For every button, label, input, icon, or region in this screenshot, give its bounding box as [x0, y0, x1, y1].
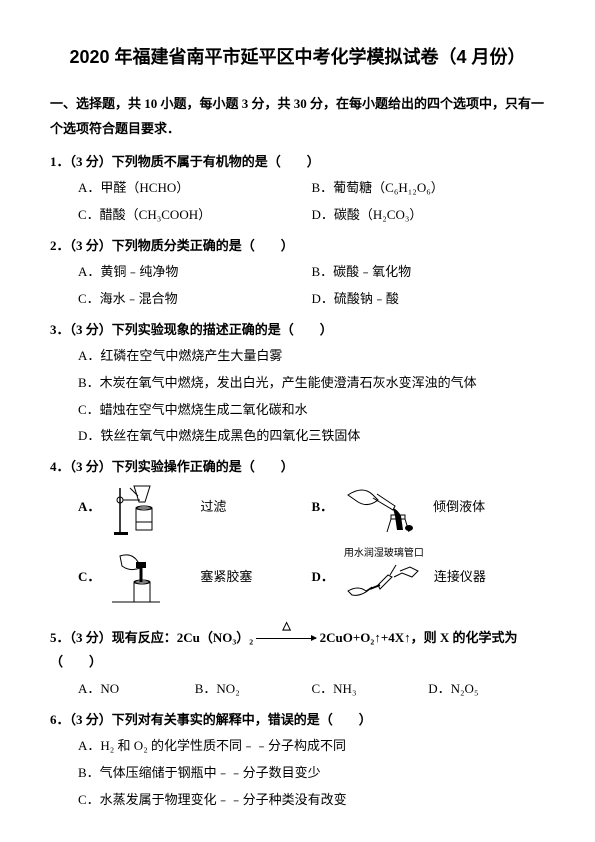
q5-opt-b: B．NO₂ — [195, 677, 312, 702]
q4-opt-a: A． 过滤 — [78, 480, 312, 536]
q4-c-label: 塞紧胶塞 — [200, 565, 252, 590]
pour-liquid-icon — [343, 480, 423, 536]
delta-icon: △ — [282, 616, 290, 637]
q4-opt-b: B． 倾倒液体 — [312, 480, 546, 536]
q4-opt-c: C． 塞紧胶塞 — [78, 544, 312, 612]
q3-opt-d: D．铁丝在氧气中燃烧生成黑色的四氧化三铁固体 — [78, 424, 545, 449]
q3-opt-b: B．木炭在氧气中燃烧，发出白光，产生能使澄清石灰水变浑浊的气体 — [78, 371, 545, 396]
q3-opt-a: A．红磷在空气中燃烧产生大量白雾 — [78, 344, 545, 369]
q4-stem: 4．（3 分）下列实验操作正确的是（ ） — [50, 455, 545, 480]
page-title: 2020 年福建省南平市延平区中考化学模拟试卷（4 月份） — [50, 40, 545, 74]
q5-opt-c: C．NH₃ — [312, 677, 429, 702]
q6-opt-c: C．水蒸发属于物理变化﹣﹣分子种类没有改变 — [78, 788, 545, 813]
question-5: 5．（3 分）现有反应：2Cu（NO₃）₂ △ 2CuO+O₂↑+4X↑，则 X… — [50, 626, 545, 702]
question-1: 1．（3 分）下列物质不属于有机物的是（ ） A．甲醛（HCHO） B．葡萄糖（… — [50, 150, 545, 228]
question-3: 3．（3 分）下列实验现象的描述正确的是（ ） A．红磷在空气中燃烧产生大量白雾… — [50, 318, 545, 449]
q1-opt-c: C．醋酸（CH₃COOH） — [78, 203, 312, 228]
q1-opt-d: D．碳酸（H₂CO₃） — [312, 203, 546, 228]
q2-stem: 2．（3 分）下列物质分类正确的是（ ） — [50, 234, 545, 259]
connect-tube-icon — [344, 563, 424, 603]
q2-opt-a: A．黄铜﹣纯净物 — [78, 260, 312, 285]
q4-a-label: 过滤 — [200, 495, 226, 520]
q5-opt-d: D．N₂O₅ — [428, 677, 545, 702]
q1-opt-b: B．葡萄糖（C₆H₁₂O₆） — [312, 176, 546, 201]
q3-opt-c: C．蜡烛在空气中燃烧生成二氧化碳和水 — [78, 398, 545, 423]
q5-stem-pre: 5．（3 分）现有反应：2Cu（NO₃）₂ — [50, 630, 253, 645]
q6-stem: 6．（3 分）下列对有关事实的解释中，错误的是（ ） — [50, 708, 545, 733]
q1-stem: 1．（3 分）下列物质不属于有机物的是（ ） — [50, 150, 545, 175]
q1-opt-a: A．甲醛（HCHO） — [78, 176, 312, 201]
q6-opt-b: B．气体压缩储于钢瓶中﹣﹣分子数目变少 — [78, 761, 545, 786]
section-header: 一、选择题，共 10 小题，每小题 3 分，共 30 分，在每小题给出的四个选项… — [50, 92, 545, 141]
q3-stem: 3．（3 分）下列实验现象的描述正确的是（ ） — [50, 318, 545, 343]
reaction-arrow-icon — [256, 638, 316, 639]
q5-opt-a: A．NO — [78, 677, 195, 702]
q6-opt-a: A．H₂ 和 O₂ 的化学性质不同﹣﹣分子构成不同 — [78, 734, 545, 759]
q2-opt-d: D．硫酸钠﹣酸 — [312, 287, 546, 312]
q2-opt-b: B．碳酸﹣氧化物 — [312, 260, 546, 285]
question-4: 4．（3 分）下列实验操作正确的是（ ） A． 过滤 B． — [50, 455, 545, 619]
question-6: 6．（3 分）下列对有关事实的解释中，错误的是（ ） A．H₂ 和 O₂ 的化学… — [50, 708, 545, 813]
question-2: 2．（3 分）下列物质分类正确的是（ ） A．黄铜﹣纯净物 B．碳酸﹣氧化物 C… — [50, 234, 545, 312]
filter-icon — [110, 480, 190, 536]
q4-d-note: 用水润湿玻璃管口 — [344, 544, 424, 563]
q2-opt-c: C．海水﹣混合物 — [78, 287, 312, 312]
stopper-icon — [110, 550, 190, 606]
q4-b-label: 倾倒液体 — [433, 495, 485, 520]
q4-opt-d: D． 用水润湿玻璃管口 连接仪器 — [312, 544, 546, 612]
q4-d-label: 连接仪器 — [434, 565, 486, 590]
q5-stem: 5．（3 分）现有反应：2Cu（NO₃）₂ △ 2CuO+O₂↑+4X↑，则 X… — [50, 626, 545, 675]
